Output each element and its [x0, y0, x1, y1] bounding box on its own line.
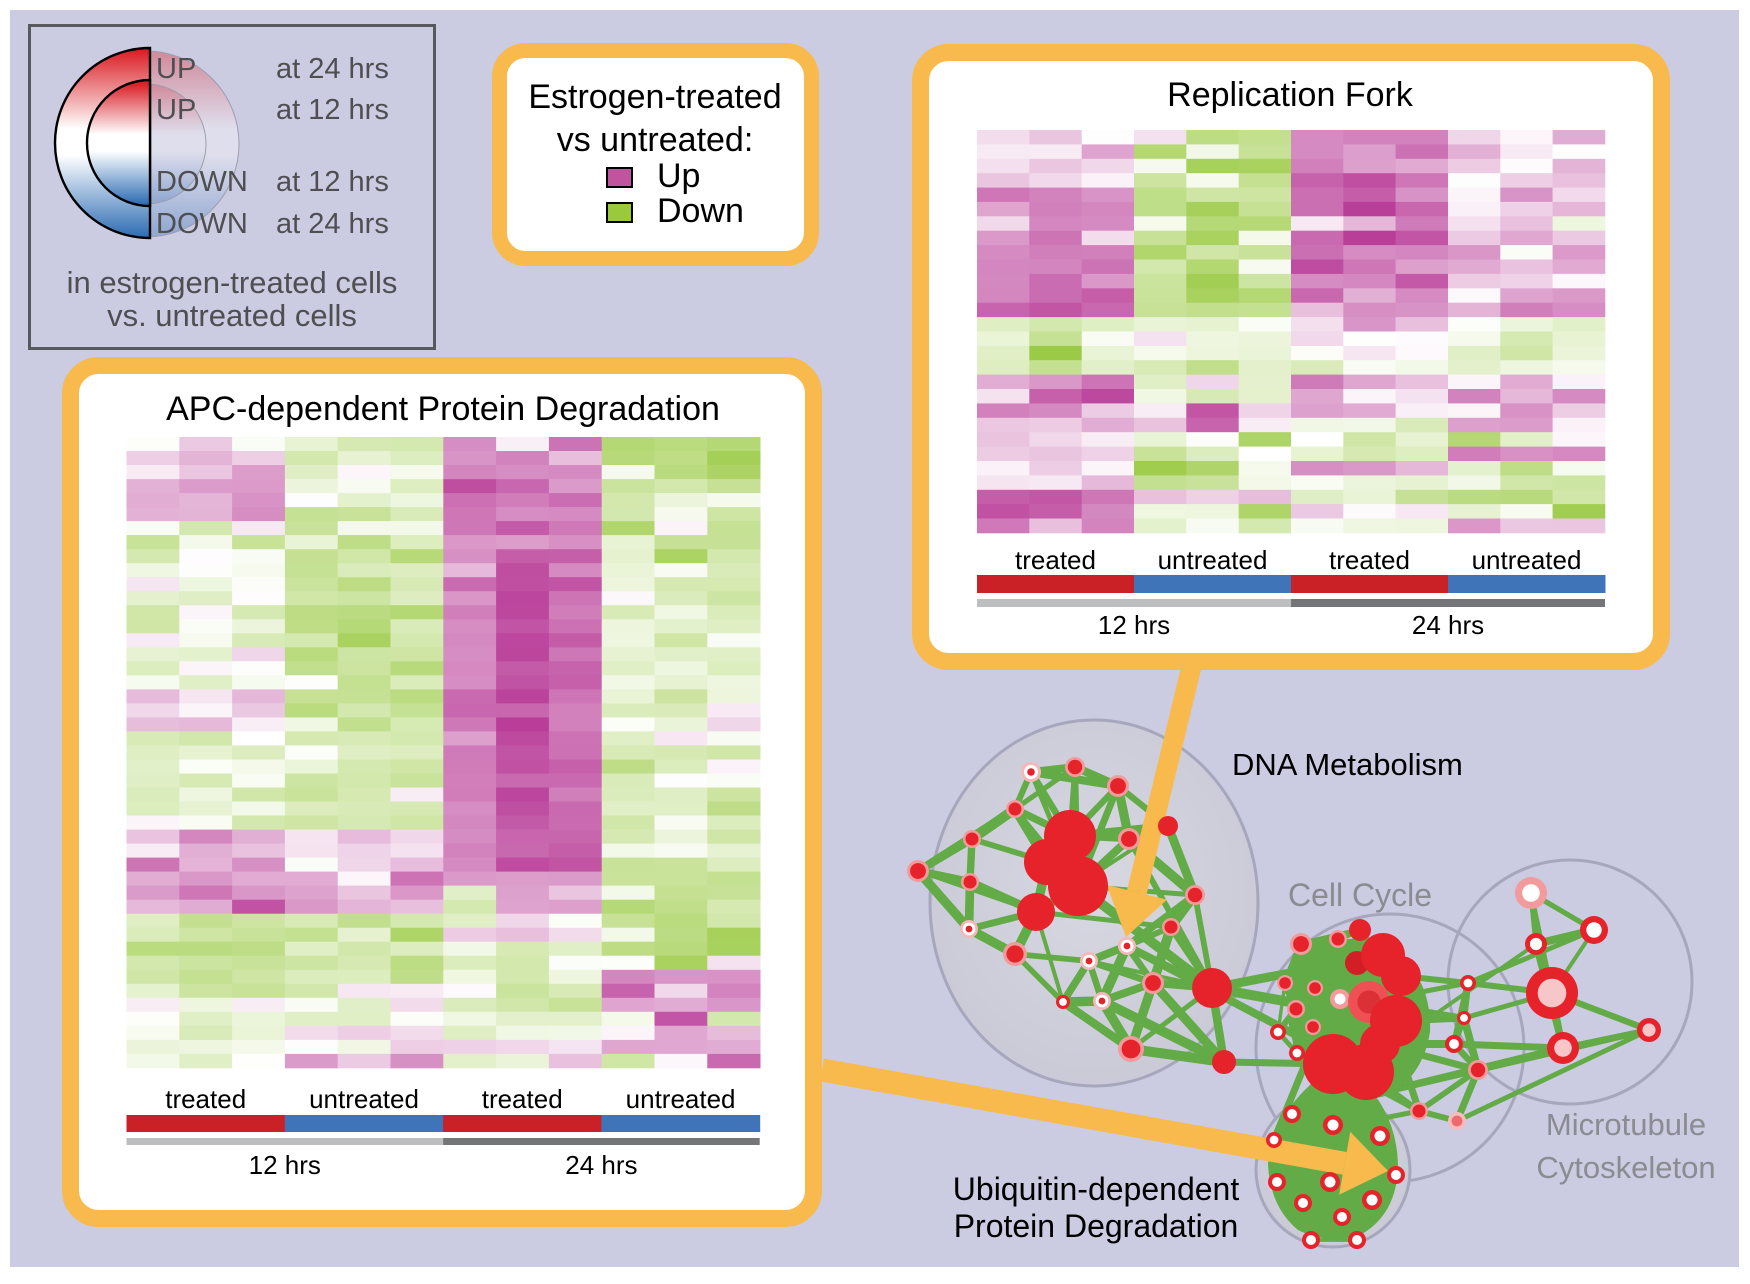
svg-text:at 12 hrs: at 12 hrs: [276, 94, 389, 126]
svg-text:at 24 hrs: at 24 hrs: [276, 53, 389, 85]
svg-text:at 12 hrs: at 12 hrs: [276, 166, 389, 198]
svg-text:at 24 hrs: at 24 hrs: [276, 208, 389, 240]
svg-text:Cytoskeleton: Cytoskeleton: [1536, 1150, 1715, 1185]
svg-text:untreated: untreated: [309, 1084, 419, 1114]
svg-text:DOWN: DOWN: [156, 166, 248, 198]
svg-text:Down: Down: [657, 192, 744, 230]
svg-text:Cell Cycle: Cell Cycle: [1288, 877, 1432, 913]
svg-text:vs untreated:: vs untreated:: [557, 121, 754, 159]
svg-text:12 hrs: 12 hrs: [249, 1150, 321, 1180]
svg-text:Estrogen-treated: Estrogen-treated: [528, 78, 781, 116]
svg-text:24 hrs: 24 hrs: [565, 1150, 637, 1180]
svg-text:Replication Fork: Replication Fork: [1167, 76, 1414, 114]
svg-text:DNA Metabolism: DNA Metabolism: [1232, 747, 1463, 782]
svg-text:APC-dependent Protein Degradat: APC-dependent Protein Degradation: [166, 390, 720, 428]
svg-text:vs. untreated cells: vs. untreated cells: [107, 298, 357, 333]
svg-text:treated: treated: [482, 1084, 563, 1114]
svg-text:DOWN: DOWN: [156, 208, 248, 240]
svg-text:untreated: untreated: [626, 1084, 736, 1114]
svg-text:untreated: untreated: [1472, 545, 1582, 575]
svg-text:24 hrs: 24 hrs: [1412, 610, 1484, 640]
svg-text:Up: Up: [657, 157, 700, 195]
svg-text:UP: UP: [156, 53, 196, 85]
svg-text:in estrogen-treated cells: in estrogen-treated cells: [67, 265, 398, 300]
svg-text:treated: treated: [1329, 545, 1410, 575]
svg-text:treated: treated: [1015, 545, 1096, 575]
svg-text:UP: UP: [156, 94, 196, 126]
svg-text:treated: treated: [165, 1084, 246, 1114]
svg-text:12 hrs: 12 hrs: [1098, 610, 1170, 640]
svg-text:untreated: untreated: [1158, 545, 1268, 575]
svg-text:Microtubule: Microtubule: [1546, 1107, 1706, 1142]
svg-text:Ubiquitin-dependent: Ubiquitin-dependent: [953, 1171, 1240, 1207]
svg-text:Protein Degradation: Protein Degradation: [954, 1208, 1239, 1244]
